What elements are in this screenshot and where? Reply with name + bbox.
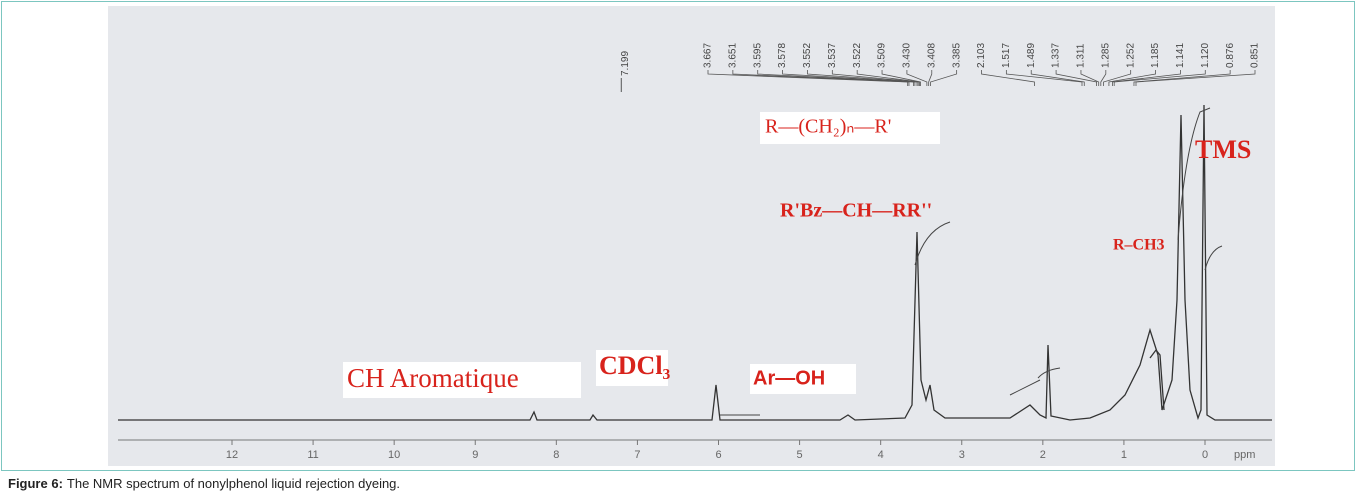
nmr-figure: 12 11 10 9 8 7 6 5 4 3 2 1 0 7.199 3.667 3.651 3.595 3.5… (108, 6, 1275, 466)
axis-tick-label: 7 (634, 449, 640, 461)
peak-label: 3.522 (852, 43, 863, 68)
label-box (760, 112, 940, 144)
annotation: CDCl₃ (599, 351, 671, 380)
peak-connector (1112, 70, 1181, 86)
annotation: R—(CH₂)ₙ—R' (765, 116, 891, 138)
peak-connector (732, 70, 910, 86)
peak-label: 3.430 (902, 43, 913, 68)
peak-connector (1100, 70, 1107, 86)
peak-label: 3.578 (777, 43, 788, 68)
axis-ticks: 12 11 10 9 8 7 6 5 4 3 2 1 0 (226, 440, 1208, 461)
peak-connector (1133, 70, 1231, 86)
peak-label: 1.337 (1051, 43, 1062, 68)
peak-label: 3.651 (728, 43, 739, 68)
peak-connector (928, 70, 933, 86)
peak-label: 0.851 (1250, 43, 1261, 68)
peak-labels: 7.199 3.667 3.651 3.595 3.578 3.552 3.537 3.522… (620, 43, 1261, 92)
peak-label: 3.595 (752, 43, 763, 68)
peak-label: 7.199 (620, 51, 631, 76)
axis-tick-label: 0 (1202, 449, 1208, 461)
peak-label: 3.408 (926, 43, 937, 68)
figure-frame (1, 1, 1355, 471)
peak-label: 1.185 (1150, 43, 1161, 68)
caption-label: Figure 6: (8, 476, 63, 491)
axis-tick-label: 3 (959, 449, 965, 461)
peak-label: 1.120 (1200, 43, 1211, 68)
axis-tick-label: 8 (553, 449, 559, 461)
axis-tick-label: 9 (472, 449, 478, 461)
peak-connector (906, 70, 928, 86)
peak-label: 3.509 (877, 43, 888, 68)
label-box (343, 362, 581, 398)
peak-connector (707, 70, 909, 86)
spectrum-trace (118, 104, 1272, 421)
peak-connector (757, 70, 914, 86)
peak-label: 3.537 (827, 43, 838, 68)
peak-connector (1080, 70, 1100, 86)
spectrum-trace (1149, 348, 1165, 411)
peak-label: 3.385 (951, 43, 962, 68)
peak-connector (1135, 70, 1256, 86)
peak-connector (782, 70, 916, 86)
axis-tick-label: 4 (878, 449, 884, 461)
axis-tick-label: 5 (797, 449, 803, 461)
annotation: TMS (1195, 135, 1251, 164)
label-box (596, 350, 668, 386)
annotation: R'Bz—CH—RR'' (780, 200, 932, 222)
caption: Figure 6: The NMR spectrum of nonylphenol… (8, 476, 400, 491)
caption-text: The NMR spectrum of nonylphenol liquid r… (66, 476, 401, 491)
axis-tick-label: 2 (1040, 449, 1046, 461)
axis-tick-label: 1 (1121, 449, 1127, 461)
peak-label: 0.876 (1225, 43, 1236, 68)
peak-connector (1103, 70, 1132, 86)
annotation: R–CH3 (1113, 237, 1165, 254)
spectrum-background (108, 6, 1275, 466)
peak-connector (881, 70, 921, 86)
peak-connector (807, 70, 918, 86)
integration-curve (720, 107, 1223, 416)
peak-connector (1108, 70, 1156, 86)
peak-label: 1.489 (1026, 43, 1037, 68)
axis-tick-label: 6 (715, 449, 721, 461)
peak-connector (1113, 70, 1206, 86)
peak-label: 2.103 (976, 43, 987, 68)
label-box (750, 364, 856, 394)
axis-tick-label: 11 (307, 449, 318, 461)
peak-label: 3.552 (802, 43, 813, 68)
axis-tick-label: 12 (226, 449, 238, 461)
peak-connector (856, 70, 920, 86)
peak-connector (1030, 70, 1085, 86)
peak-label: 1.311 (1076, 43, 1087, 68)
peak-label: 1.141 (1175, 43, 1186, 68)
peak-connector (930, 70, 958, 86)
peak-label: 3.667 (703, 43, 714, 68)
peak-connector (1005, 70, 1083, 86)
peak-connector (981, 70, 1035, 86)
axis-tick-label: 10 (388, 449, 400, 461)
peak-label: 1.285 (1100, 43, 1111, 68)
peak-connector (831, 70, 919, 86)
annotation: CH Aromatique (347, 363, 519, 393)
peak-connector (1055, 70, 1097, 86)
axis-unit: ppm (1234, 449, 1255, 461)
annotation: Ar—OH (753, 367, 825, 389)
peak-label: 1.252 (1125, 43, 1136, 68)
peak-label: 1.517 (1001, 43, 1012, 68)
